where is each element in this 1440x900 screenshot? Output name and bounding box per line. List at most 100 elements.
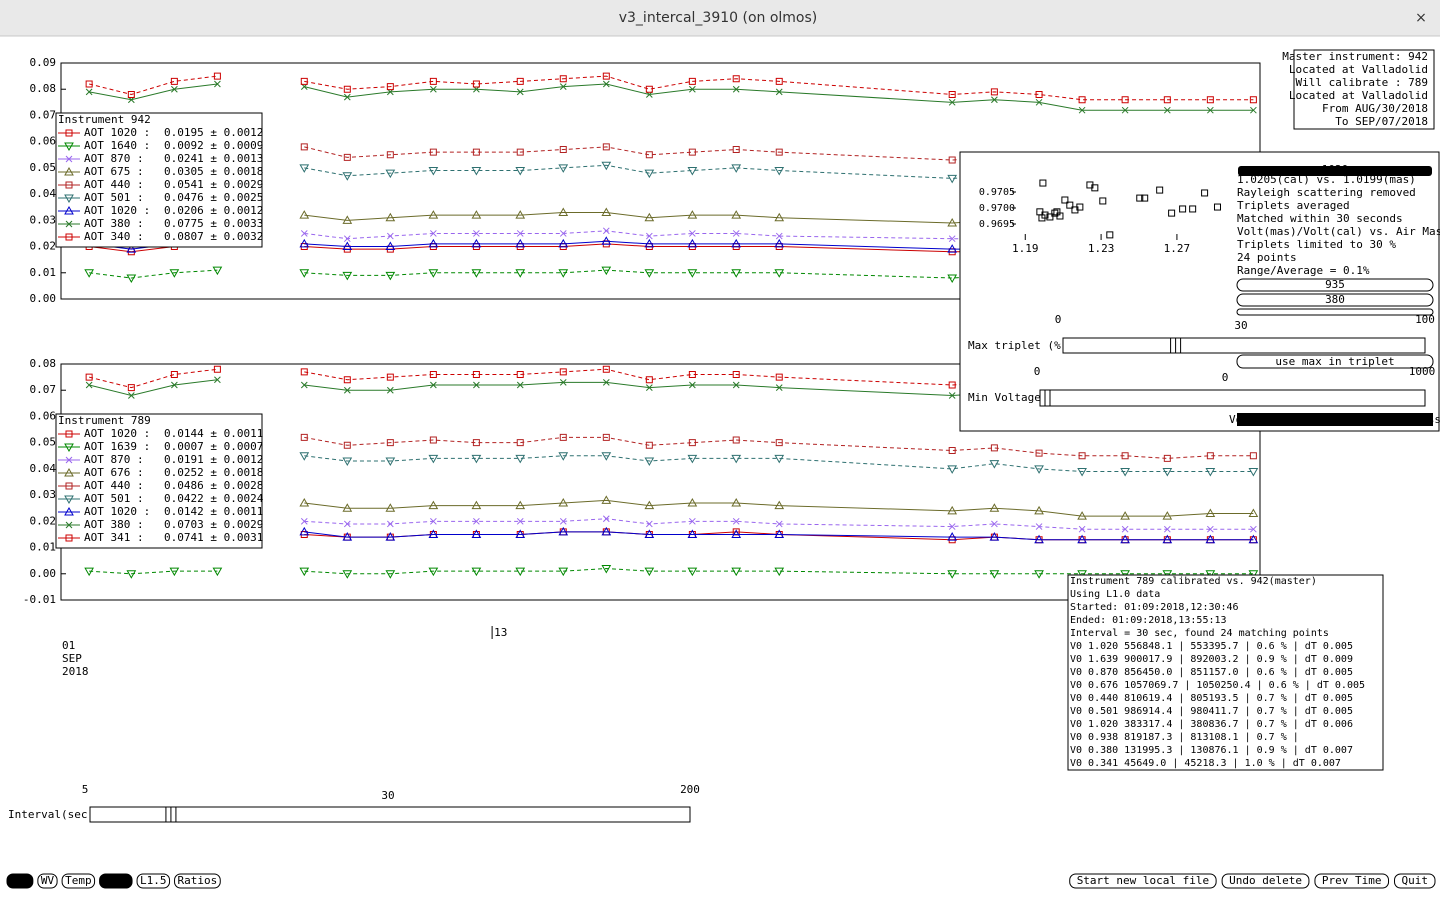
data-point bbox=[127, 392, 135, 399]
data-point bbox=[385, 503, 396, 512]
info-line: From AUG/30/2018 bbox=[1322, 102, 1428, 115]
y-tick-label: 0.02 bbox=[30, 514, 57, 527]
y-tick-label: 0.9700 bbox=[979, 203, 1015, 214]
mode-button[interactable] bbox=[37, 873, 58, 889]
data-point bbox=[644, 169, 655, 179]
mode-button[interactable] bbox=[6, 873, 34, 889]
data-point bbox=[687, 238, 698, 248]
data-point bbox=[471, 269, 482, 278]
legend-name: AOT 1020 : bbox=[84, 126, 150, 139]
data-point bbox=[385, 532, 396, 541]
data-point bbox=[1162, 570, 1173, 579]
data-point bbox=[601, 207, 612, 216]
data-point bbox=[300, 143, 308, 151]
report-line: Instrument 789 calibrated vs. 942(master… bbox=[1070, 576, 1317, 587]
action-button[interactable] bbox=[1221, 873, 1310, 889]
data-point bbox=[948, 381, 956, 389]
report-line: V0 0.676 1057069.7 | 1050250.4 | 0.6 % |… bbox=[1070, 680, 1365, 691]
legend-name: AOT 870 : bbox=[84, 453, 144, 466]
close-button[interactable]: × bbox=[1415, 10, 1427, 26]
mode-button-label: Ratios bbox=[178, 874, 218, 887]
data-point bbox=[386, 232, 394, 240]
mode-button[interactable] bbox=[136, 873, 171, 889]
data-point bbox=[732, 146, 740, 154]
data-point bbox=[688, 370, 696, 378]
controls: Interval(sec) 5 200 30 AOT WV Temp L1.0 L1.5 Rati… bbox=[6, 783, 1436, 889]
list-button-label: 380 bbox=[1325, 293, 1345, 306]
data-point bbox=[1034, 570, 1044, 579]
data-point bbox=[85, 381, 93, 389]
data-point bbox=[644, 212, 655, 222]
data-point bbox=[471, 167, 482, 176]
list-button[interactable] bbox=[1236, 293, 1434, 307]
data-point bbox=[516, 77, 524, 85]
data-point bbox=[948, 98, 956, 106]
scatter-point bbox=[1099, 197, 1107, 205]
legend-marker bbox=[65, 521, 73, 529]
mode-button[interactable] bbox=[99, 873, 133, 889]
slider-track[interactable] bbox=[89, 806, 691, 823]
action-button[interactable] bbox=[1069, 873, 1217, 889]
list-cut-button[interactable] bbox=[1236, 308, 1434, 316]
data-point bbox=[558, 452, 569, 461]
legend-name: AOT 340 : bbox=[84, 230, 144, 243]
mode-button-label: WV bbox=[41, 874, 55, 887]
action-button[interactable] bbox=[1314, 873, 1390, 889]
popup-line: 24 points bbox=[1237, 251, 1297, 264]
info-line: Located at Valladolid bbox=[1289, 63, 1428, 76]
data-point bbox=[1121, 106, 1129, 114]
data-point bbox=[731, 567, 742, 577]
y-tick-label: 0.9705 bbox=[979, 187, 1015, 198]
data-point bbox=[428, 269, 439, 278]
action-button[interactable] bbox=[1394, 873, 1436, 889]
data-point bbox=[559, 379, 567, 386]
data-point bbox=[428, 529, 439, 538]
data-point bbox=[559, 230, 567, 237]
data-point bbox=[1078, 106, 1086, 114]
slider-min: 0 bbox=[1034, 365, 1041, 378]
data-point bbox=[775, 88, 783, 96]
legend-stat: 0.0486 ± 0.0028 bbox=[164, 479, 263, 492]
data-point bbox=[601, 495, 612, 504]
data-point bbox=[342, 241, 353, 251]
data-point bbox=[343, 235, 351, 243]
data-point bbox=[343, 386, 351, 394]
slider-label: Interval(sec) bbox=[8, 808, 94, 821]
data-point bbox=[602, 515, 610, 523]
mode-button[interactable] bbox=[174, 873, 221, 889]
slider-track[interactable] bbox=[1062, 337, 1426, 354]
data-point bbox=[342, 215, 353, 224]
data-point bbox=[645, 520, 653, 528]
list-button[interactable] bbox=[1236, 278, 1434, 292]
mode-button[interactable] bbox=[61, 873, 96, 889]
data-point bbox=[732, 75, 740, 83]
legend-stat: 0.0775 ± 0.0033 bbox=[164, 217, 263, 230]
data-point bbox=[774, 212, 785, 222]
legend-marker bbox=[64, 495, 74, 505]
data-point bbox=[948, 392, 956, 399]
slider-min: 0 bbox=[1055, 313, 1062, 326]
data-point bbox=[1249, 452, 1257, 460]
data-point bbox=[385, 212, 396, 222]
data-point bbox=[644, 238, 655, 248]
list-top-item[interactable] bbox=[1238, 166, 1432, 176]
mode-button-label: L1.0 bbox=[103, 874, 130, 887]
popup-line: Volt(mas)/Volt(cal) vs. Air Mass bbox=[1237, 225, 1440, 238]
mode-selected[interactable] bbox=[1237, 413, 1433, 426]
slider-label: Min Voltage bbox=[968, 391, 1041, 404]
y-tick-label: 0.06 bbox=[30, 409, 57, 422]
slider-track[interactable] bbox=[1040, 389, 1426, 407]
data-point bbox=[1077, 468, 1087, 477]
data-point bbox=[1077, 511, 1087, 520]
legend-marker bbox=[65, 155, 73, 163]
scatter-point bbox=[1168, 209, 1176, 217]
use-max-button[interactable] bbox=[1236, 354, 1434, 369]
list-top-label: 1020 bbox=[1322, 163, 1349, 176]
data-point bbox=[386, 520, 394, 528]
data-point bbox=[644, 269, 655, 278]
x-tick-label: 13 bbox=[494, 626, 507, 639]
data-point bbox=[343, 376, 351, 384]
legend-marker bbox=[65, 456, 73, 464]
data-point bbox=[84, 567, 94, 577]
data-point bbox=[947, 217, 958, 227]
